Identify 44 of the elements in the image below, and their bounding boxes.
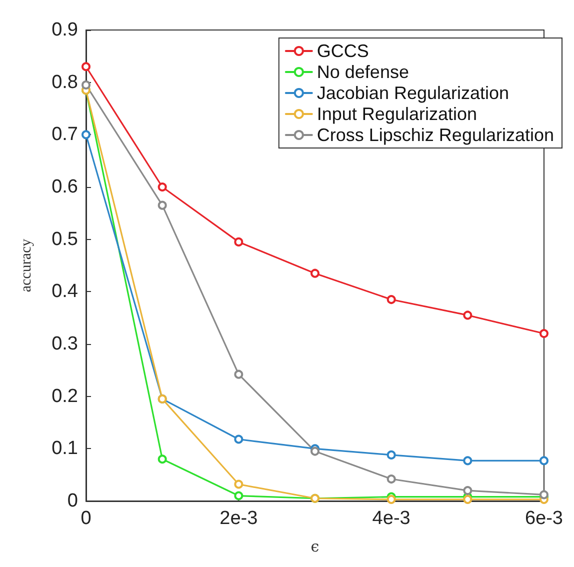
point (539, 329, 548, 338)
point (463, 310, 472, 320)
point (463, 456, 472, 466)
point (463, 486, 472, 496)
x-tick-label: 4e-3 (372, 508, 410, 529)
y-tick-label: 0.4 (52, 281, 78, 302)
legend-label: Cross Lipschiz Regularization (316, 125, 554, 145)
y-tick-label: 0.2 (52, 386, 78, 407)
point (82, 130, 90, 140)
point (158, 182, 167, 192)
legend-label: Input Regularization (316, 104, 478, 124)
point (386, 474, 396, 484)
point (310, 446, 320, 456)
point (539, 456, 548, 466)
x-axis-title: ϵ (310, 538, 320, 556)
point (234, 480, 244, 489)
y-axis-title: accuracy (18, 238, 34, 292)
point (310, 268, 320, 278)
point (158, 200, 167, 210)
x-tick-label: 6e-3 (524, 508, 563, 529)
legend-label: No defense (316, 62, 409, 82)
y-tick-label: 0.9 (52, 20, 78, 40)
point (82, 62, 90, 72)
point (82, 80, 90, 90)
point (158, 454, 167, 464)
y-tick-label: 0.1 (52, 438, 78, 460)
legend-label: GCCS (316, 41, 369, 61)
point (234, 491, 244, 500)
y-tick-label: 0.7 (52, 124, 78, 146)
point (234, 370, 244, 379)
point (234, 434, 244, 444)
y-tick-label: 0.5 (52, 228, 78, 250)
point (234, 237, 244, 246)
point (386, 295, 396, 304)
point (386, 450, 396, 460)
point (463, 494, 472, 504)
y-tick-label: 0.8 (52, 72, 78, 93)
point (386, 494, 396, 504)
legend-label: Jacobian Regularization (316, 83, 510, 103)
x-tick-label: 0 (80, 508, 92, 529)
y-tick-label: 0.3 (52, 334, 78, 354)
y-tick-label: 0 (67, 490, 78, 512)
x-tick-label: 2e-3 (220, 508, 258, 529)
y-tick-label: 0.6 (52, 176, 78, 198)
